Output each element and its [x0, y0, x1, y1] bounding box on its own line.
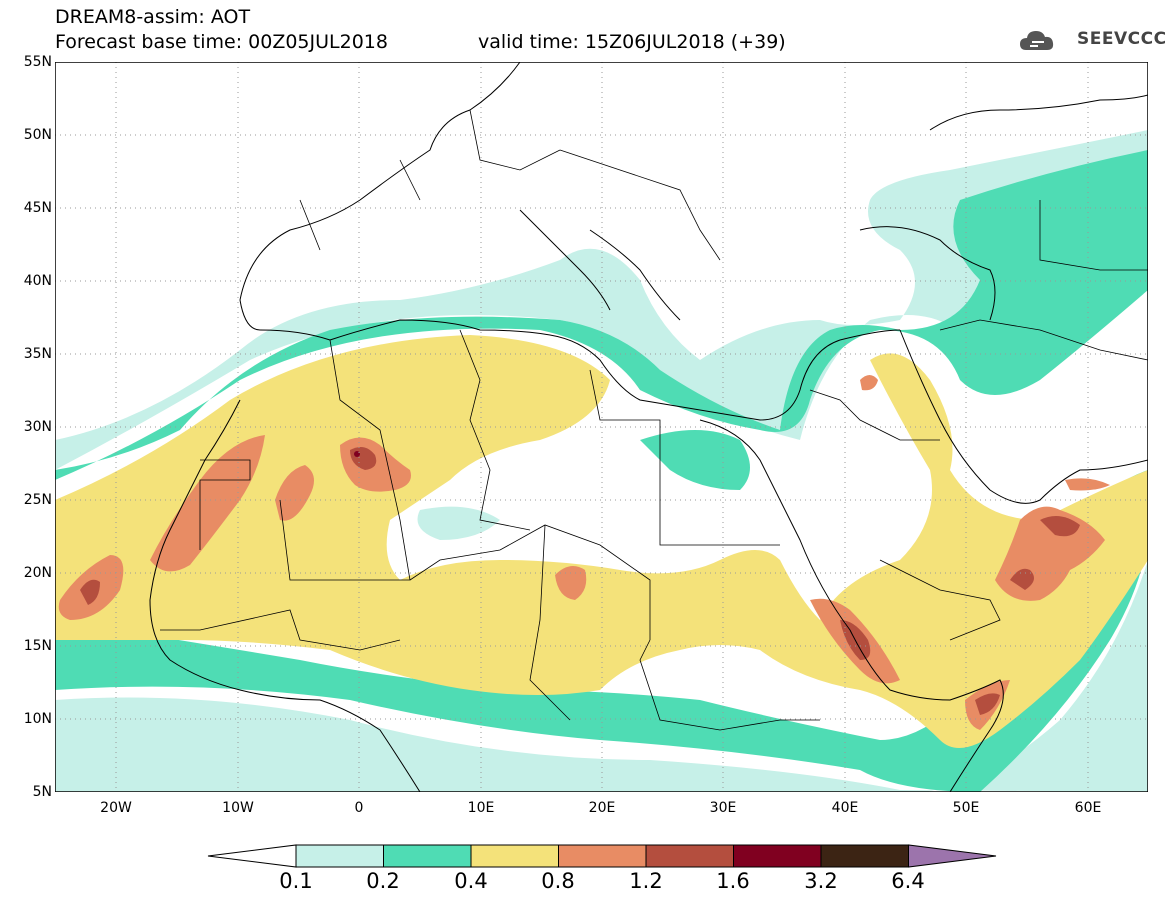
lon-label: 50E: [952, 800, 980, 816]
lat-label: 20N: [23, 565, 52, 581]
aot-band-1-6: [354, 451, 360, 457]
coastlines: [149, 62, 1148, 792]
aot-band-0-1: [55, 130, 1148, 792]
colorbar-label: 1.6: [716, 869, 750, 893]
colorbar-label: 6.4: [891, 869, 925, 893]
lat-label: 40N: [23, 273, 52, 289]
colorbar-label: 1.2: [629, 869, 663, 893]
lon-label: 60E: [1074, 800, 1102, 816]
colorbar-label: 0.8: [541, 869, 575, 893]
lat-label: 30N: [23, 419, 52, 435]
lon-label: 10E: [467, 800, 495, 816]
cloud-logo-icon: [1020, 31, 1054, 50]
logo-text: SEEVCCC: [1077, 29, 1165, 49]
lon-label: 30E: [709, 800, 737, 816]
lat-label: 50N: [23, 127, 52, 143]
lat-label: 55N: [23, 54, 52, 70]
lat-label: 35N: [23, 346, 52, 362]
lat-label: 5N: [32, 784, 52, 800]
lon-label: 20W: [100, 800, 132, 816]
colorbar-label: 0.4: [454, 869, 488, 893]
colorbar-label: 0.2: [366, 869, 400, 893]
borders: [160, 109, 1148, 731]
lat-label: 15N: [23, 638, 52, 654]
colorbar-label: 3.2: [804, 869, 838, 893]
valid-time: valid time: 15Z06JUL2018 (+39): [478, 31, 786, 53]
lat-label: 10N: [23, 711, 52, 727]
lon-label: 20E: [588, 800, 616, 816]
lon-label: 0: [354, 800, 364, 816]
forecast-base-time: Forecast base time: 00Z05JUL2018: [55, 31, 388, 53]
graticule: [55, 62, 1148, 792]
lon-label: 10W: [222, 800, 254, 816]
lat-label: 45N: [23, 200, 52, 216]
colorbar-label: 0.1: [279, 869, 313, 893]
map-title: DREAM8-assim: AOT: [55, 6, 251, 28]
lon-label: 40E: [831, 800, 859, 816]
lat-label: 25N: [23, 492, 52, 508]
